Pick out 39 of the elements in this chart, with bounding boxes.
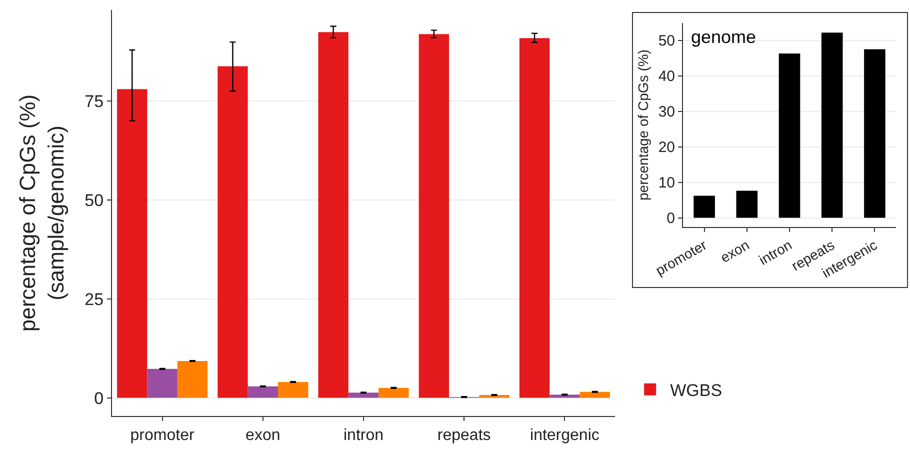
bar [218,66,248,398]
y-tick-label: 0 [666,210,675,228]
bar [248,386,278,398]
x-tick-label: repeats [437,427,491,444]
legend-label: WGBS [670,381,722,400]
bar [694,196,715,218]
y-tick-label: 30 [658,104,675,121]
bar [519,38,550,398]
y-tick-label: 75 [84,92,104,111]
bar [864,49,886,218]
bar [318,32,348,398]
bar [821,32,843,218]
bar [479,395,510,398]
bar [147,368,178,398]
y-tick-label: 50 [658,32,675,50]
bar [580,392,610,398]
bar [378,388,409,398]
y-tick-label: 10 [658,174,675,192]
x-tick-label: exon [246,427,280,444]
y-tick-label: 0 [94,388,104,408]
annotation: genome [691,27,756,47]
bar [550,394,580,398]
y-axis-title: percentage of CpGs (%) (sample/genomic) [14,94,68,332]
bar [177,361,208,398]
y-tick-label: 20 [658,139,675,156]
y-tick-label: 25 [84,290,104,309]
x-tick-label: intergenic [530,427,600,444]
bar [778,54,800,218]
bar [348,392,379,398]
bar [418,34,450,398]
y-tick-label: 40 [658,68,675,86]
x-tick-label: exon [718,236,752,266]
bar [278,382,308,398]
bar [117,89,148,398]
x-tick-label: intron [343,427,384,444]
bar [736,190,758,218]
y-axis-title: percentage of CpGs (%) [634,50,651,200]
x-tick-label: promoter [130,427,195,444]
y-tick-label: 50 [84,190,104,210]
